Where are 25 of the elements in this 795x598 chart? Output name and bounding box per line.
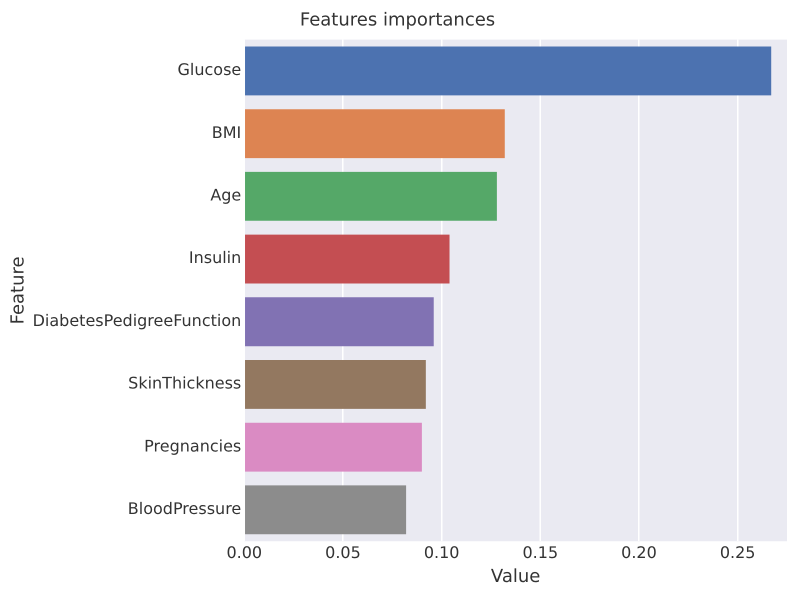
x-tick-label: 0.05 [325, 542, 361, 562]
x-tick-label: 0.20 [621, 542, 657, 562]
y-tick-label: SkinThickness [128, 374, 242, 393]
y-tick-label: Insulin [188, 248, 242, 268]
bar [245, 109, 505, 158]
y-axis-title: Feature [7, 256, 28, 324]
x-tick-label: 0.10 [424, 542, 460, 562]
x-tick-label: 0.25 [720, 542, 756, 562]
y-tick-label: BloodPressure [128, 499, 242, 518]
y-tick-label: DiabetesPedigreeFunction [32, 310, 242, 330]
bar [245, 234, 450, 284]
y-tick-label: Age [210, 186, 242, 205]
bar [245, 360, 426, 409]
x-axis-title: Value [490, 566, 540, 587]
bar [245, 485, 406, 534]
y-tick-label: Pregnancies [144, 436, 242, 456]
bar [245, 172, 497, 221]
chart-title: Features importances [300, 9, 496, 30]
x-tick-label: 0.00 [226, 542, 262, 562]
bar [245, 46, 772, 96]
y-tick-label: Glucose [178, 60, 242, 80]
bar [245, 297, 434, 346]
y-tick-label: BMI [212, 122, 242, 142]
bar [245, 422, 422, 472]
x-tick-label: 0.15 [522, 542, 558, 562]
